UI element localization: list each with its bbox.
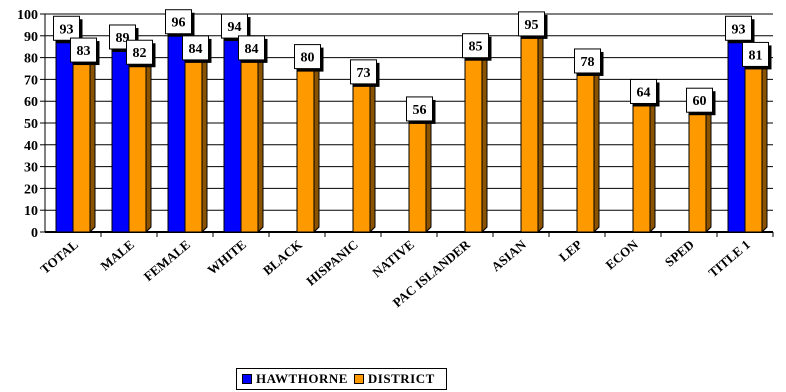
bar-side-district-male [145, 47, 152, 234]
bar-district-hispanic [352, 72, 371, 233]
bar-hawthorne-male [111, 37, 130, 233]
data-label-district-pac-islander: 85 [469, 40, 483, 55]
data-label-hawthorne-female: 96 [172, 16, 186, 31]
bar-district-white [240, 48, 259, 233]
data-label-box-district-hispanic [350, 59, 377, 85]
data-label-box-district-total [70, 37, 97, 63]
x-tick-label-total: TOTAL [37, 237, 81, 277]
x-tick-label-black: BLACK [260, 236, 306, 278]
data-label-box-district-econ [630, 78, 657, 104]
legend-item-hawthorne: HAWTHORNE [242, 371, 348, 387]
bar-side-district-sped [705, 94, 712, 234]
y-tick-label-100: 100 [17, 8, 38, 23]
data-label-hawthorne-total: 93 [60, 22, 74, 37]
data-label-box-district-pac-islander [462, 33, 489, 59]
data-label-box-district-native [406, 96, 433, 122]
bars-layer [54, 16, 769, 234]
data-label-hawthorne-title-1: 93 [732, 22, 746, 37]
y-tick-label-20: 20 [24, 182, 38, 197]
bar-side-district-econ [649, 86, 656, 234]
x-tick-label-asian: ASIAN [488, 236, 529, 274]
data-label-box-district-white [238, 35, 265, 61]
bar-side-district-white [257, 42, 264, 234]
bar-side-district-title-1 [761, 49, 768, 234]
bar-district-title-1 [744, 54, 763, 233]
data-label-box-hawthorne-title-1 [725, 15, 752, 41]
legend: HAWTHORNE DISTRICT [236, 368, 447, 390]
bar-district-male [128, 52, 147, 233]
data-label-district-econ: 64 [637, 85, 651, 100]
data-label-district-white: 84 [245, 42, 259, 57]
data-label-district-male: 82 [133, 46, 147, 61]
data-label-district-title-1: 81 [749, 48, 763, 63]
data-label-district-black: 80 [301, 51, 315, 66]
data-label-district-lep: 78 [581, 55, 595, 70]
legend-item-district: DISTRICT [353, 371, 435, 387]
data-label-box-district-black [294, 44, 321, 70]
data-label-box-district-sped [686, 87, 713, 113]
y-tick-label-30: 30 [24, 161, 38, 176]
data-label-box-district-male [126, 39, 153, 65]
data-label-box-district-asian [518, 11, 545, 37]
bar-district-lep [576, 61, 595, 233]
bar-district-native [408, 109, 427, 233]
data-label-box-hawthorne-female [165, 9, 192, 35]
bar-side-district-total [89, 44, 96, 234]
x-tick-label-female: FEMALE [141, 237, 193, 284]
y-tick-label-90: 90 [24, 30, 38, 45]
bar-side-district-lep [593, 55, 600, 234]
data-label-hawthorne-white: 94 [228, 20, 242, 35]
x-tick-label-econ: ECON [603, 236, 642, 272]
x-tick-label-white: WHITE [204, 237, 249, 278]
data-label-district-hispanic: 73 [357, 66, 371, 81]
data-label-district-native: 56 [413, 103, 427, 118]
x-tick-label-male: MALE [97, 237, 137, 274]
y-tick-label-50: 50 [24, 117, 38, 132]
bar-side-district-asian [537, 18, 544, 234]
bar-district-sped [688, 100, 707, 233]
legend-label-district: DISTRICT [367, 371, 435, 386]
y-tick-label-40: 40 [24, 139, 38, 154]
data-label-district-total: 83 [77, 44, 91, 59]
data-label-box-hawthorne-total [53, 15, 80, 41]
x-tick-label-hispanic: HISPANIC [303, 237, 361, 289]
legend-label-hawthorne: HAWTHORNE [256, 371, 348, 386]
x-tick-label-lep: LEP [556, 237, 585, 265]
bar-side-district-hispanic [369, 66, 376, 234]
bar-side-district-pac-islander [481, 40, 488, 234]
y-tick-label-70: 70 [24, 73, 38, 88]
bar-district-female [184, 48, 203, 233]
y-tick-label-80: 80 [24, 52, 38, 67]
bar-side-district-black [313, 51, 320, 234]
data-label-district-sped: 60 [693, 94, 707, 109]
data-label-box-district-female [182, 35, 209, 61]
bar-district-total [72, 50, 91, 233]
data-label-box-district-lep [574, 48, 601, 74]
x-tick-label-title-1: TITLE 1 [705, 237, 753, 280]
bar-district-asian [520, 24, 539, 233]
bar-district-econ [632, 91, 651, 233]
bar-side-district-native [425, 103, 432, 234]
y-tick-label-0: 0 [31, 226, 38, 241]
data-label-box-hawthorne-white [221, 13, 248, 39]
y-tick-label-60: 60 [24, 95, 38, 110]
data-label-box-district-title-1 [742, 41, 769, 67]
x-tick-label-sped: SPED [662, 237, 697, 270]
bar-side-district-female [201, 42, 208, 234]
legend-swatch-hawthorne [242, 374, 252, 384]
y-axis-ticks: 0 10 20 30 40 50 60 70 80 90 100 [17, 8, 38, 241]
data-label-district-female: 84 [189, 42, 203, 57]
legend-swatch-district [353, 374, 364, 384]
y-tick-label-10: 10 [24, 204, 38, 219]
bar-district-black [296, 57, 315, 233]
x-tick-label-native: NATIVE [369, 237, 417, 280]
bar-district-pac-islander [464, 46, 483, 233]
data-label-district-asian: 95 [525, 18, 539, 33]
